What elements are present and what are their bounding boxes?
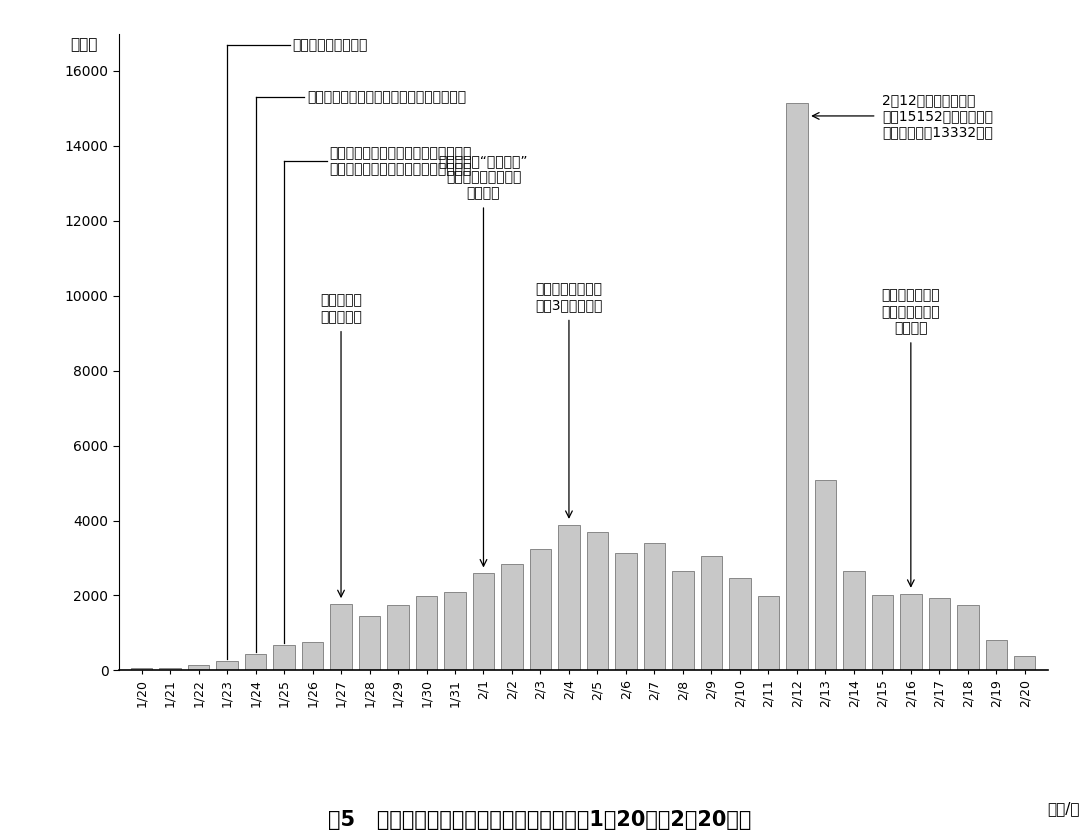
Bar: [388, 605, 408, 670]
Text: 中共中央成立应对疫情工作领导小组，
决定向湖北等疫情严重地区派出指导组: 中共中央成立应对疫情工作领导小组， 决定向湖北等疫情严重地区派出指导组: [329, 146, 472, 176]
Text: （例）: （例）: [70, 37, 98, 52]
Text: 中央指导组
进驻武汉市: 中央指导组 进驻武汉市: [320, 293, 362, 323]
Bar: [530, 549, 551, 670]
Bar: [1014, 655, 1036, 670]
Bar: [216, 660, 238, 670]
Bar: [501, 565, 523, 670]
Bar: [245, 654, 267, 670]
Bar: [188, 665, 210, 670]
Text: 新增出院病例数
开始超过新增确
诊病例数: 新增出院病例数 开始超过新增确 诊病例数: [881, 289, 941, 335]
Bar: [273, 644, 295, 670]
Bar: [359, 616, 380, 670]
Bar: [330, 604, 352, 670]
Text: 从军地调集国家医疗队驰援湖北省、武汉市: 从军地调集国家医疗队驰援湖北省、武汉市: [307, 91, 465, 104]
Bar: [672, 571, 693, 670]
Bar: [160, 668, 180, 670]
Bar: [701, 556, 723, 670]
Text: （月/日）: （月/日）: [1048, 801, 1080, 816]
Bar: [758, 596, 779, 670]
Bar: [558, 525, 580, 670]
Bar: [929, 598, 950, 670]
Bar: [957, 605, 978, 670]
Bar: [986, 639, 1007, 670]
Text: 武汉市建成并启用
首批3家方舱医院: 武汉市建成并启用 首批3家方舱医院: [536, 282, 603, 313]
Bar: [729, 577, 751, 670]
Bar: [131, 668, 152, 670]
Bar: [814, 479, 836, 670]
Bar: [586, 532, 608, 670]
Bar: [444, 592, 465, 670]
Text: 武汉市部署“四类人员”
分类集中管理，开展
拉网排查: 武汉市部署“四类人员” 分类集中管理，开展 拉网排查: [438, 154, 528, 200]
Text: 2月12日报告新增确诊
病例15152例（含湖北省
临床诊断病例13332例）: 2月12日报告新增确诊 病例15152例（含湖北省 临床诊断病例13332例）: [882, 93, 994, 139]
Text: 武汉市关闭离汉通道: 武汉市关闭离汉通道: [293, 38, 368, 52]
Bar: [843, 572, 865, 670]
Bar: [616, 552, 636, 670]
Bar: [644, 543, 665, 670]
Text: 图5   中国境内新冠肺炎新增确诊病例情况（1月20日至2月20日）: 图5 中国境内新冠肺炎新增确诊病例情况（1月20日至2月20日）: [328, 810, 752, 830]
Bar: [900, 593, 921, 670]
Bar: [301, 642, 323, 670]
Bar: [786, 103, 808, 670]
Bar: [473, 573, 495, 670]
Bar: [416, 596, 437, 670]
Bar: [872, 595, 893, 670]
